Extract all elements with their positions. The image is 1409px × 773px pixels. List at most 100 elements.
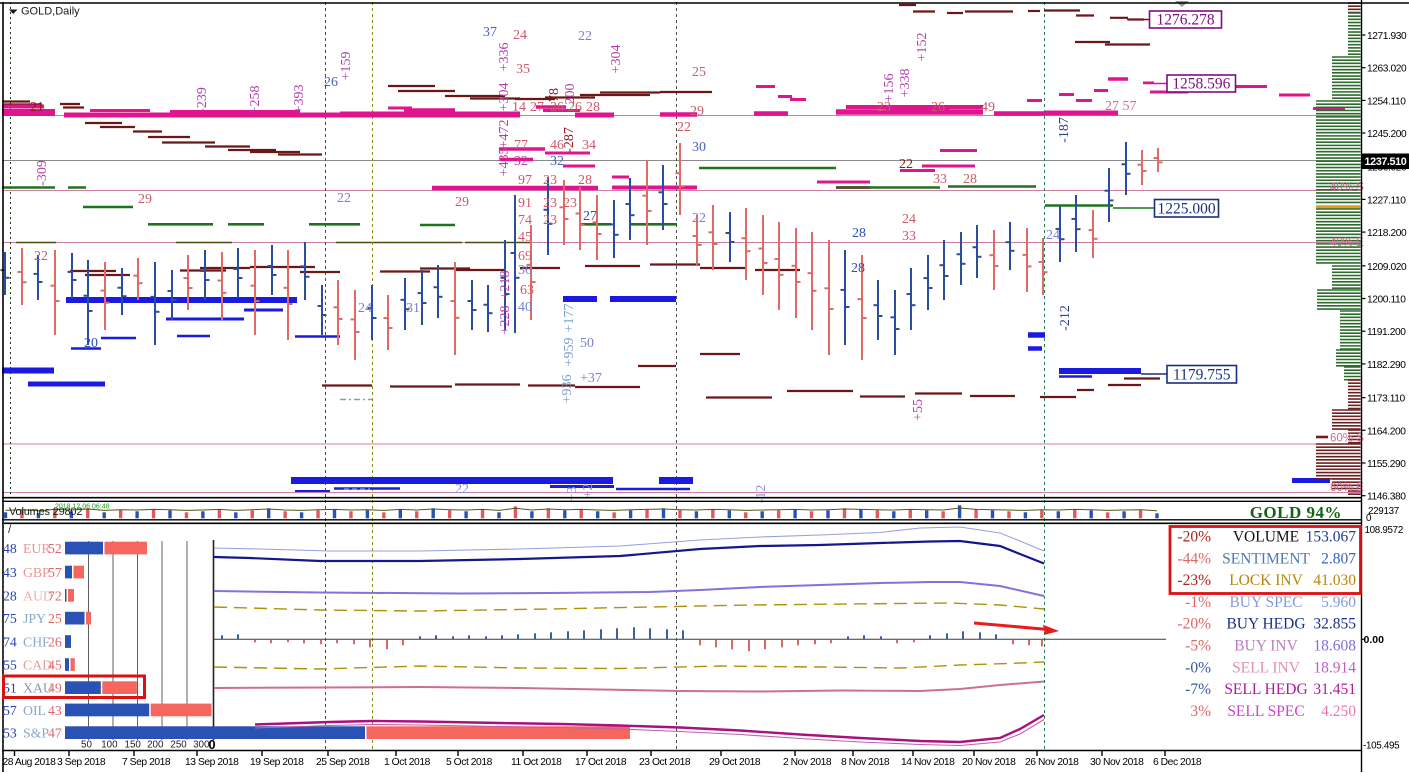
svg-text:17 Oct 2018: 17 Oct 2018 bbox=[575, 757, 627, 768]
svg-text:29: 29 bbox=[690, 104, 704, 119]
svg-text:22: 22 bbox=[692, 211, 706, 226]
svg-text:-287: -287 bbox=[562, 127, 577, 153]
svg-text:25: 25 bbox=[692, 65, 706, 80]
svg-text:0.00: 0.00 bbox=[1364, 634, 1385, 646]
svg-text:3 Sep 2018: 3 Sep 2018 bbox=[57, 757, 106, 768]
svg-text:50: 50 bbox=[81, 740, 92, 751]
svg-text:74: 74 bbox=[518, 213, 532, 228]
svg-text:78: 78 bbox=[547, 88, 562, 102]
svg-text:-0%: -0% bbox=[1185, 659, 1211, 676]
svg-text:37: 37 bbox=[483, 25, 497, 40]
svg-text:22: 22 bbox=[899, 157, 913, 172]
svg-text:XAU: XAU bbox=[23, 681, 53, 696]
svg-text:77: 77 bbox=[514, 138, 528, 153]
svg-text:-12: -12 bbox=[754, 485, 769, 504]
svg-text:1200.110: 1200.110 bbox=[1367, 295, 1406, 306]
svg-text:229137: 229137 bbox=[1368, 506, 1399, 517]
svg-text:27: 27 bbox=[530, 100, 544, 115]
svg-text:-20%: -20% bbox=[1177, 529, 1211, 546]
svg-text:+228: +228 bbox=[498, 306, 513, 335]
svg-text:25: 25 bbox=[48, 611, 62, 626]
svg-text:1209.020: 1209.020 bbox=[1367, 262, 1407, 273]
svg-text:28: 28 bbox=[586, 100, 600, 115]
svg-text:28: 28 bbox=[963, 172, 977, 187]
svg-text:2 Nov 2018: 2 Nov 2018 bbox=[783, 757, 832, 768]
svg-text:63: 63 bbox=[520, 283, 534, 298]
svg-text:24: 24 bbox=[358, 301, 372, 316]
svg-text:-187: -187 bbox=[1057, 117, 1072, 143]
svg-text:EUR: EUR bbox=[23, 541, 51, 556]
svg-text:-20%: -20% bbox=[1177, 616, 1211, 633]
svg-text:1263.020: 1263.020 bbox=[1367, 64, 1407, 75]
svg-text:45: 45 bbox=[518, 230, 532, 245]
svg-text:200: 200 bbox=[563, 84, 578, 105]
svg-text:2018.12.06 06:48: 2018.12.06 06:48 bbox=[55, 504, 110, 511]
svg-text:+258: +258 bbox=[248, 86, 263, 115]
svg-text:23: 23 bbox=[543, 196, 557, 211]
svg-text:20: 20 bbox=[84, 336, 98, 351]
svg-text:-5%: -5% bbox=[1185, 638, 1211, 655]
svg-text:1173.110: 1173.110 bbox=[1367, 394, 1406, 405]
svg-text:SENTIMENT: SENTIMENT bbox=[1222, 550, 1310, 567]
svg-text:+959: +959 bbox=[562, 338, 577, 367]
svg-text:26: 26 bbox=[324, 75, 338, 90]
svg-text:S&P: S&P bbox=[23, 726, 49, 741]
svg-text:-7%: -7% bbox=[1185, 681, 1211, 698]
svg-text:3%: 3% bbox=[1190, 703, 1211, 720]
svg-text:2.807: 2.807 bbox=[1321, 550, 1356, 567]
svg-text:+304: +304 bbox=[609, 45, 624, 74]
svg-text:14: 14 bbox=[512, 100, 526, 115]
svg-text:40: 40 bbox=[518, 300, 532, 315]
svg-text:GOLD 94%: GOLD 94% bbox=[1250, 503, 1342, 522]
svg-text:-309: -309 bbox=[35, 160, 50, 186]
svg-text:30: 30 bbox=[692, 140, 706, 155]
svg-text:23: 23 bbox=[877, 100, 891, 115]
svg-text:33: 33 bbox=[902, 229, 916, 244]
svg-text:13 Sep 2018: 13 Sep 2018 bbox=[185, 757, 239, 768]
svg-text:200: 200 bbox=[147, 740, 164, 751]
svg-text:69: 69 bbox=[518, 249, 532, 264]
svg-text:26: 26 bbox=[931, 100, 945, 115]
svg-text:BUY HEDG: BUY HEDG bbox=[1226, 616, 1305, 633]
svg-text:23: 23 bbox=[563, 196, 577, 211]
svg-text:JPY: JPY bbox=[23, 611, 46, 626]
svg-text:1227.110: 1227.110 bbox=[1367, 195, 1406, 206]
svg-text:300: 300 bbox=[193, 740, 210, 751]
svg-text:6 Dec 2018: 6 Dec 2018 bbox=[1153, 757, 1202, 768]
svg-text:57: 57 bbox=[3, 703, 17, 718]
svg-text:1254.110: 1254.110 bbox=[1367, 96, 1406, 107]
svg-text:-23%: -23% bbox=[1177, 572, 1211, 589]
svg-text:SELL HEDG: SELL HEDG bbox=[1224, 681, 1307, 698]
svg-text:53: 53 bbox=[3, 726, 17, 741]
svg-text:32: 32 bbox=[550, 154, 564, 169]
svg-text:14 Nov 2018: 14 Nov 2018 bbox=[901, 757, 955, 768]
svg-text:1155.290: 1155.290 bbox=[1367, 459, 1406, 470]
svg-text:31.451: 31.451 bbox=[1313, 681, 1356, 698]
svg-text:1146.380: 1146.380 bbox=[1367, 492, 1406, 503]
svg-text:-212: -212 bbox=[1058, 305, 1073, 331]
svg-text:100: 100 bbox=[101, 740, 118, 751]
svg-text:-44%: -44% bbox=[1177, 550, 1211, 567]
svg-text:49: 49 bbox=[48, 681, 62, 696]
svg-text:26: 26 bbox=[568, 100, 582, 115]
svg-text:-105.495: -105.495 bbox=[1363, 741, 1400, 752]
svg-text:48: 48 bbox=[3, 541, 17, 556]
svg-text:1276.278: 1276.278 bbox=[1156, 11, 1214, 28]
svg-text:24: 24 bbox=[1046, 228, 1060, 243]
svg-text:108.9572: 108.9572 bbox=[1365, 525, 1403, 536]
svg-text:75: 75 bbox=[3, 611, 17, 626]
svg-text:29: 29 bbox=[138, 192, 152, 207]
svg-text:Volumes 29802: Volumes 29802 bbox=[9, 506, 82, 518]
svg-text:26 Nov 2018: 26 Nov 2018 bbox=[1025, 757, 1079, 768]
svg-text:33: 33 bbox=[933, 172, 947, 187]
svg-text:28: 28 bbox=[851, 261, 865, 276]
svg-text:43: 43 bbox=[3, 565, 17, 580]
svg-text:57: 57 bbox=[48, 565, 62, 580]
svg-text:27: 27 bbox=[583, 209, 597, 224]
svg-text:CHF: CHF bbox=[23, 635, 50, 650]
svg-text:1 Oct 2018: 1 Oct 2018 bbox=[384, 757, 431, 768]
svg-text:29 Oct 2018: 29 Oct 2018 bbox=[709, 757, 761, 768]
svg-text:8 Nov 2018: 8 Nov 2018 bbox=[841, 757, 890, 768]
svg-text:5 Oct 2018: 5 Oct 2018 bbox=[446, 757, 493, 768]
svg-text:1271.930: 1271.930 bbox=[1367, 31, 1407, 42]
